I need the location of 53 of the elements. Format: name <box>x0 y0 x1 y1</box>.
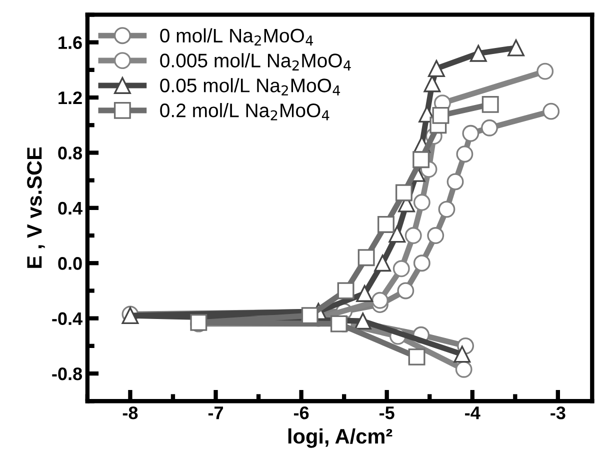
y-tick-label: 1.6 <box>58 36 82 50</box>
point <box>454 346 471 363</box>
y-tick-label: 1.2 <box>58 91 82 104</box>
x-tick-label: -4 <box>465 406 480 420</box>
point <box>427 227 444 244</box>
point <box>481 119 498 136</box>
legend-label: 0.005 mol/L Na$_{2}$MoO$_{4}$ <box>160 53 351 70</box>
point <box>424 75 441 92</box>
point <box>455 360 472 378</box>
point <box>438 200 456 218</box>
point <box>412 151 430 168</box>
point <box>378 216 394 233</box>
point <box>356 285 374 302</box>
x-tick-label: -8 <box>122 406 138 420</box>
point <box>508 39 524 56</box>
point <box>301 307 318 324</box>
point <box>446 173 464 190</box>
point <box>470 44 487 62</box>
point <box>337 282 354 300</box>
point <box>354 312 372 330</box>
point <box>428 60 445 78</box>
y-tick-label: -0.4 <box>52 312 82 326</box>
y-tick-label: 0.0 <box>58 257 82 270</box>
point <box>542 102 560 120</box>
point <box>330 315 348 332</box>
legend-label: 0.05 mol/L Na$_{2}$MoO$_{4}$ <box>160 78 340 96</box>
point <box>404 227 422 244</box>
point <box>374 254 392 272</box>
point <box>432 106 450 124</box>
point <box>482 96 499 113</box>
point <box>536 62 554 80</box>
legend-label: 0 mol/L Na$_{2}$MoO$_{4}$ <box>160 28 313 46</box>
point <box>372 292 388 309</box>
x-tick-label: -3 <box>550 406 566 420</box>
point <box>456 146 474 163</box>
x-tick-label: -7 <box>208 406 223 420</box>
legend-label: 0.2 mol/L Na$_{2}$MoO$_{4}$ <box>160 103 330 120</box>
x-tick-label: -5 <box>380 406 394 420</box>
point <box>397 282 414 300</box>
y-axis-title: E , V vs.SCE <box>27 147 45 268</box>
point <box>408 348 426 366</box>
y-tick-label: -0.8 <box>52 367 82 380</box>
point <box>392 260 410 278</box>
y-tick-label: 0.4 <box>58 202 82 215</box>
point <box>395 184 412 202</box>
x-axis-title: logi, A/cm² <box>288 428 392 448</box>
point <box>358 249 375 266</box>
x-tick-label: -6 <box>294 406 309 420</box>
point <box>413 254 430 272</box>
point <box>388 226 406 243</box>
y-tick-label: 0.8 <box>58 146 82 160</box>
point <box>413 194 430 211</box>
point <box>462 124 480 142</box>
